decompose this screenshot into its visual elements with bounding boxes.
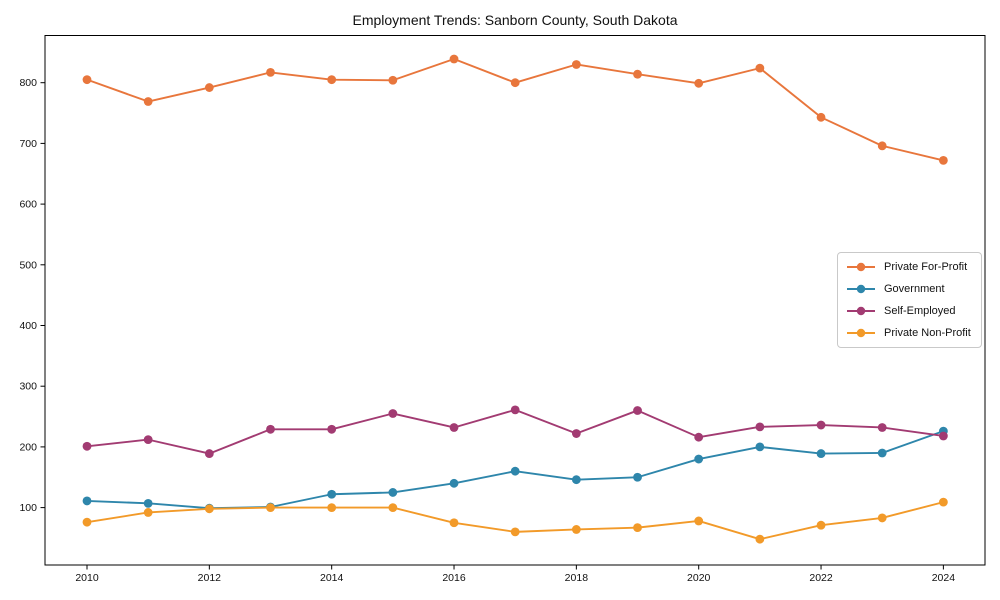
legend-label: Government [884, 283, 945, 295]
y-tick-label: 500 [19, 259, 37, 271]
data-point [204, 83, 214, 92]
data-point [571, 60, 581, 69]
data-point [143, 498, 153, 508]
legend-marker-icon [847, 262, 875, 272]
y-tick-label: 100 [19, 502, 37, 514]
series-line-self-employed [86, 408, 944, 455]
data-point [938, 497, 948, 507]
data-point [755, 534, 765, 544]
data-point [571, 429, 581, 438]
legend-label: Private Non-Profit [884, 327, 971, 339]
x-tick-label: 2010 [75, 572, 99, 584]
data-point [816, 520, 826, 530]
series-line-private-for-profit [86, 58, 944, 162]
data-point [755, 422, 765, 432]
data-point [82, 517, 92, 527]
x-tick-label: 2018 [565, 572, 589, 584]
data-point [877, 448, 887, 458]
legend-label: Self-Employed [884, 305, 956, 317]
legend-marker-icon [847, 306, 875, 316]
data-point [143, 508, 153, 517]
data-point [266, 503, 275, 512]
data-point [449, 54, 459, 64]
chart-title: Employment Trends: Sanborn County, South… [352, 12, 678, 28]
x-tick-label: 2020 [687, 572, 711, 584]
y-tick-label: 300 [19, 381, 37, 393]
data-point [633, 406, 642, 415]
data-point [388, 503, 398, 512]
x-tick-label: 2022 [809, 572, 833, 584]
legend-marker-icon [847, 328, 875, 338]
x-tick-label: 2016 [442, 572, 466, 584]
data-point [755, 442, 765, 452]
data-point [204, 504, 214, 514]
data-point [82, 496, 92, 506]
data-point [633, 472, 642, 482]
data-point [571, 475, 581, 485]
data-point [449, 478, 459, 488]
data-point [694, 432, 704, 442]
data-point [816, 112, 826, 122]
plot-frame [44, 35, 986, 566]
data-point [877, 423, 887, 432]
data-point [694, 516, 704, 526]
y-tick-label: 800 [19, 77, 37, 89]
data-point [877, 141, 887, 151]
data-point [204, 449, 214, 458]
legend-item: Government [846, 283, 973, 295]
data-point [388, 488, 398, 497]
data-point [143, 435, 153, 445]
data-point [327, 424, 337, 434]
data-point [571, 525, 581, 534]
data-point [82, 441, 92, 451]
data-point [510, 405, 520, 415]
data-point [633, 523, 642, 533]
data-point [327, 503, 337, 512]
data-point [633, 69, 642, 79]
data-point [938, 155, 948, 165]
data-point [510, 78, 520, 88]
data-point [266, 67, 275, 77]
data-point [816, 420, 826, 430]
x-tick-label: 2014 [320, 572, 344, 584]
legend-marker-icon [847, 284, 875, 294]
legend-label: Private For-Profit [884, 261, 968, 273]
data-point [82, 75, 92, 85]
legend-item: Private Non-Profit [846, 327, 973, 339]
data-point [755, 63, 765, 73]
legend: Private For-Profit Government Self-Employe… [837, 252, 982, 348]
data-point [143, 97, 153, 106]
data-point [510, 527, 520, 537]
legend-item: Self-Employed [846, 305, 973, 317]
legend-item: Private For-Profit [846, 261, 973, 273]
data-point [449, 423, 459, 432]
data-point [510, 466, 520, 476]
data-point [266, 424, 275, 434]
data-point [694, 78, 704, 88]
x-tick-label: 2012 [198, 572, 222, 584]
y-tick-label: 200 [19, 441, 37, 453]
data-point [388, 409, 398, 418]
data-point [816, 449, 826, 458]
data-point [877, 513, 887, 523]
data-point [694, 454, 704, 464]
data-point [449, 518, 459, 528]
data-point [327, 489, 337, 499]
y-tick-label: 400 [19, 320, 37, 332]
x-tick-label: 2024 [932, 572, 956, 584]
data-point [938, 431, 948, 441]
y-tick-label: 700 [19, 138, 37, 150]
y-tick-label: 600 [19, 199, 37, 211]
data-point [327, 75, 337, 85]
data-point [388, 75, 398, 85]
